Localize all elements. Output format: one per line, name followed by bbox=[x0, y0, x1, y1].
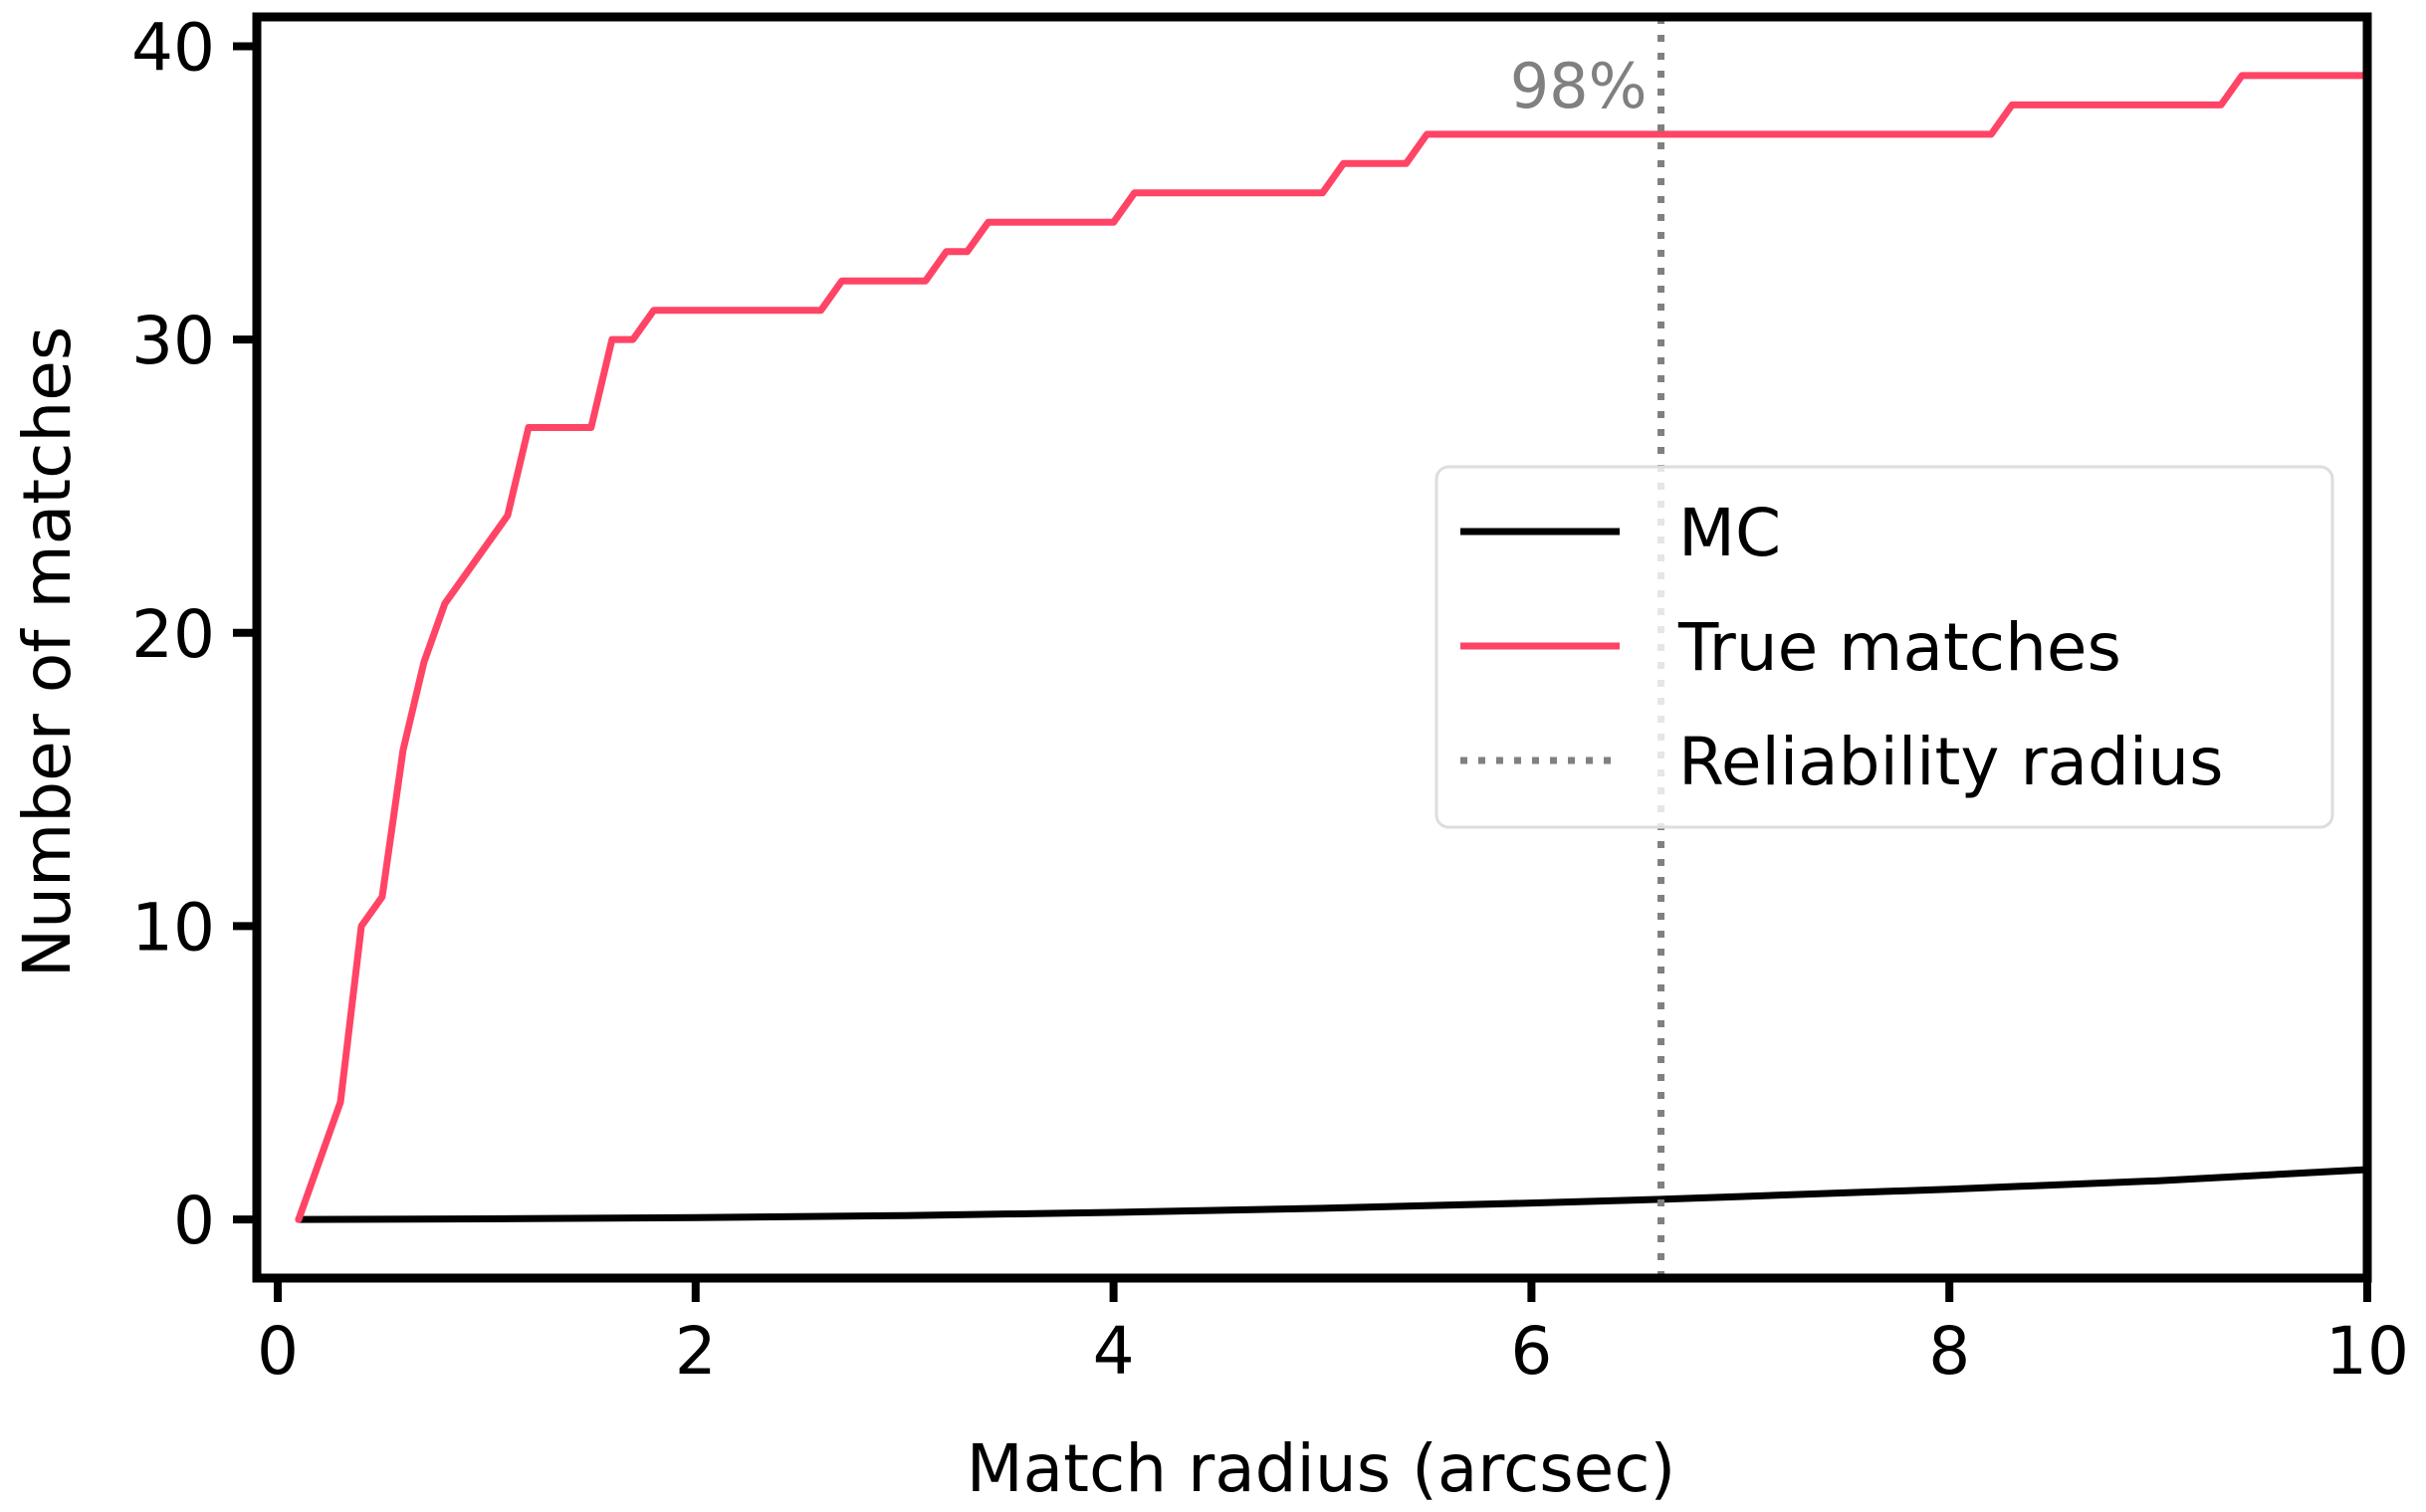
legend-label: Reliability radius bbox=[1678, 724, 2223, 800]
x-tick-label: 4 bbox=[1093, 1313, 1135, 1390]
legend-label: MC bbox=[1678, 495, 1781, 571]
reliability-percent-annotation: 98% bbox=[1510, 50, 1648, 122]
x-tick-label: 2 bbox=[675, 1313, 717, 1390]
y-tick-label: 10 bbox=[131, 889, 215, 966]
y-tick-label: 40 bbox=[131, 9, 215, 86]
x-tick-label: 0 bbox=[257, 1313, 299, 1390]
y-tick-label: 30 bbox=[131, 303, 215, 379]
axis-ticks: 0 2 4 6 8 10 0 10 20 30 40 bbox=[131, 9, 2409, 1390]
x-tick-label: 8 bbox=[1928, 1313, 1970, 1390]
mc-series-line bbox=[295, 1166, 2371, 1223]
legend-label: True matches bbox=[1677, 609, 2121, 686]
x-tick-label: 10 bbox=[2325, 1313, 2409, 1390]
x-axis-label: Match radius (arcsec) bbox=[967, 1430, 1676, 1507]
legend-box bbox=[1434, 465, 2334, 829]
y-tick-label: 0 bbox=[173, 1183, 215, 1259]
true-matches-series-line bbox=[295, 72, 2371, 1223]
y-axis-label: Number of matches bbox=[9, 326, 86, 977]
x-tick-label: 6 bbox=[1510, 1313, 1552, 1390]
y-tick-label: 20 bbox=[131, 596, 215, 673]
axes-frame bbox=[252, 12, 2372, 1283]
legend: MC True matches Reliability radius bbox=[1434, 465, 2334, 829]
